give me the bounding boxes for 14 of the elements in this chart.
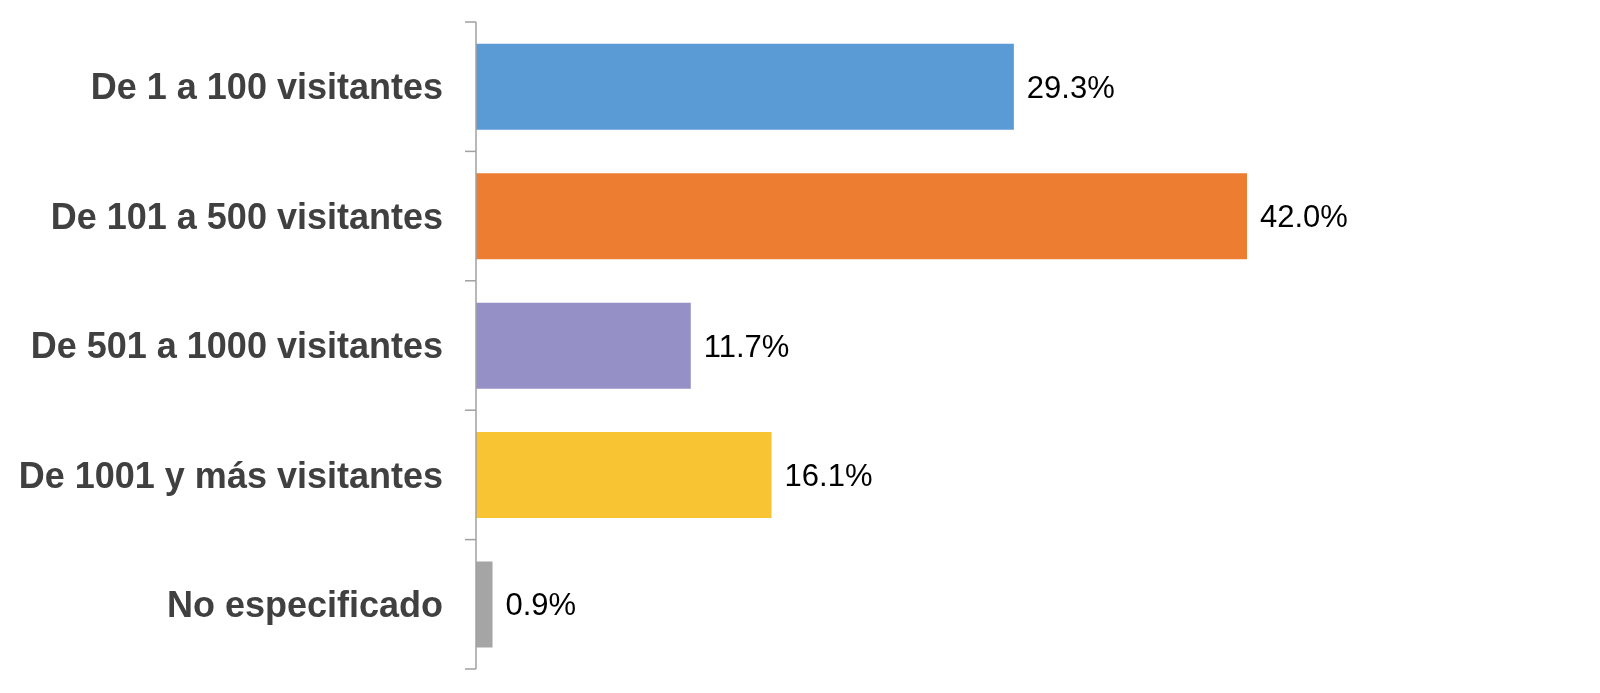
data-label: 29.3% bbox=[1026, 69, 1115, 105]
bar bbox=[476, 432, 772, 519]
bar bbox=[476, 173, 1247, 260]
y-tick-label: De 101 a 500 visitantes bbox=[50, 195, 443, 237]
y-tick-label: No especificado bbox=[166, 584, 443, 626]
bar bbox=[476, 302, 691, 389]
data-label: 42.0% bbox=[1260, 199, 1348, 235]
data-label: 16.1% bbox=[784, 458, 873, 494]
bar bbox=[476, 43, 1014, 130]
y-tick-label: De 501 a 1000 visitantes bbox=[30, 325, 443, 367]
data-label: 11.7% bbox=[703, 328, 790, 364]
y-tick-label: De 1 a 100 visitantes bbox=[90, 66, 443, 108]
y-tick-label: De 1001 y más visitantes bbox=[18, 454, 443, 496]
data-label: 0.9% bbox=[505, 587, 577, 623]
